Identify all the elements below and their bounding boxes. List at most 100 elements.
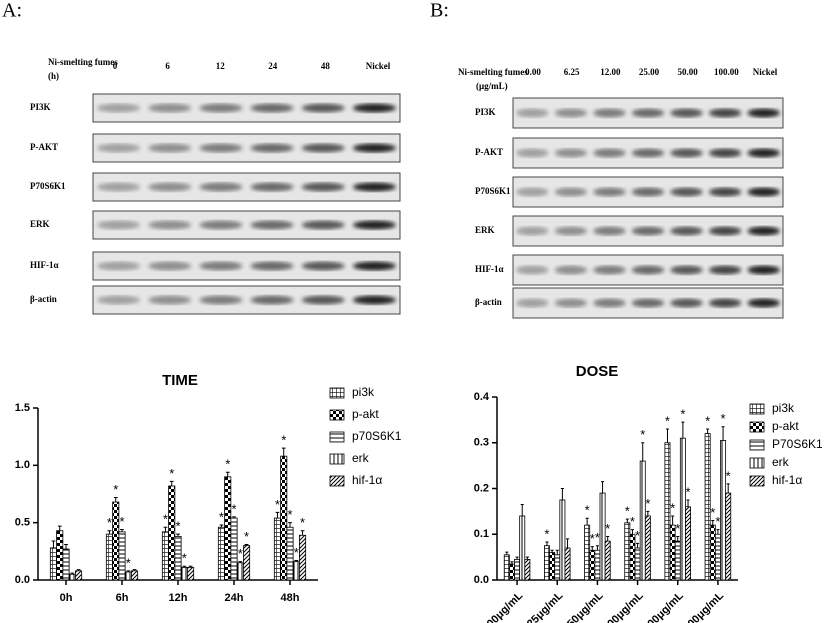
bar: [112, 501, 120, 581]
lane-label: Nickel: [753, 67, 778, 77]
y-tick-label: 0.3: [474, 437, 489, 449]
significance-star: *: [107, 515, 112, 530]
bar: [639, 460, 646, 581]
legend-swatch: [329, 431, 345, 443]
lane-label: 0: [113, 61, 118, 71]
panel-label: B:: [430, 0, 449, 22]
blot-band: [148, 143, 192, 153]
error-bar: [300, 530, 305, 536]
significance-star: *: [219, 509, 224, 524]
blot-band: [747, 265, 780, 275]
x-tick-label: 12h: [169, 592, 188, 604]
error-bar: [113, 496, 118, 503]
blot-band: [301, 182, 345, 192]
error-bar: [545, 541, 549, 546]
significance-star: *: [640, 427, 645, 442]
error-bar: [163, 526, 168, 532]
bar: [714, 533, 721, 581]
bar: [564, 547, 571, 581]
bar: [624, 522, 631, 581]
error-bar: [590, 546, 594, 551]
error-bar: [176, 533, 180, 537]
significance-star: *: [294, 545, 299, 560]
significance-star: *: [645, 496, 650, 511]
error-bar: [525, 556, 529, 560]
blot-band: [747, 226, 780, 236]
blot-band: [199, 103, 243, 113]
legend-label: hif-1α: [352, 473, 382, 487]
blot-band: [516, 148, 549, 158]
error-bar: [681, 421, 685, 439]
blot-band: [708, 265, 742, 275]
error-bar: [550, 549, 554, 553]
blot-band: [199, 295, 243, 305]
error-bar: [671, 515, 675, 526]
significance-star: *: [225, 457, 230, 472]
blot-band: [670, 148, 703, 158]
blot-band: [670, 108, 703, 118]
lane-label: 0.00: [525, 67, 541, 77]
blot-band: [747, 298, 780, 308]
y-tick-label: 0.4: [474, 391, 490, 403]
significance-star: *: [175, 519, 180, 534]
blot-band: [97, 103, 141, 113]
blot-band: [301, 143, 345, 153]
y-tick-label: 0.1: [474, 528, 489, 540]
bar: [131, 570, 139, 581]
bar: [589, 549, 596, 581]
bar: [118, 531, 126, 581]
bar: [180, 566, 188, 581]
significance-star: *: [163, 512, 168, 527]
chart-title: TIME: [162, 372, 198, 389]
error-bar: [636, 542, 640, 548]
significance-star: *: [287, 507, 292, 522]
blot-band: [352, 182, 396, 192]
blot-band: [593, 108, 626, 118]
legend-swatch: [749, 421, 765, 433]
error-bar: [57, 525, 62, 531]
legend-label: p-akt: [352, 407, 379, 421]
legend-label: erk: [352, 451, 370, 465]
x-tick-label: 24h: [225, 592, 244, 604]
error-bar: [625, 518, 629, 523]
bar: [68, 573, 76, 581]
blot-band: [199, 143, 243, 153]
error-bar: [641, 442, 645, 462]
error-bar: [706, 428, 710, 434]
bar: [105, 533, 113, 581]
error-bar: [132, 569, 137, 571]
significance-star: *: [544, 526, 549, 541]
blot-band: [97, 220, 141, 230]
blot-header: Ni-smelting fumes: [458, 67, 528, 77]
blot-band: [554, 226, 588, 236]
blot-band: [670, 298, 703, 308]
legend-swatch: [749, 439, 765, 451]
bar: [503, 554, 510, 581]
blot-band: [708, 148, 742, 158]
lane-label: 50.00: [678, 67, 699, 77]
bar: [674, 540, 681, 581]
lane-label: 48: [321, 61, 331, 71]
y-tick-label: 1.5: [15, 402, 30, 414]
blot-band: [516, 265, 549, 275]
blot-band: [301, 261, 345, 271]
y-tick-label: 1.0: [15, 459, 30, 471]
error-bar: [676, 536, 680, 542]
error-bar: [126, 570, 131, 572]
legend-label: pi3k: [772, 401, 795, 415]
error-bar: [288, 522, 292, 528]
significance-star: *: [665, 413, 670, 428]
blot-band: [352, 143, 396, 153]
error-bar: [515, 556, 519, 560]
blot-band: [148, 220, 192, 230]
significance-star: *: [275, 497, 280, 512]
lane-label: 6.25: [564, 67, 580, 77]
bar: [549, 552, 556, 581]
error-bar: [595, 545, 599, 551]
lane-label: 24: [268, 61, 278, 71]
error-bar: [711, 520, 715, 526]
significance-star: *: [670, 500, 675, 515]
blot-band: [301, 220, 345, 230]
legend-swatch: [329, 453, 345, 465]
